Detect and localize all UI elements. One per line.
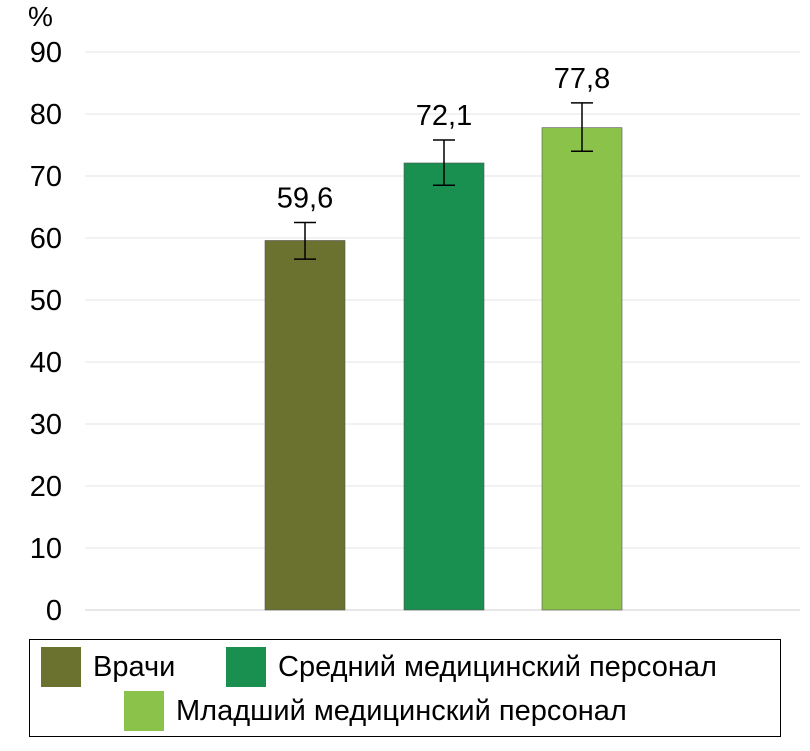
y-tick-label: 10 xyxy=(30,533,62,565)
bar-chart: 0 10 20 30 40 50 60 70 80 90 % 59,6 72,1 77,8 xyxy=(28,1,800,627)
y-tick-label: 0 xyxy=(46,595,62,627)
y-tick-label: 50 xyxy=(30,285,62,317)
legend-swatch-doctors xyxy=(41,647,81,687)
legend-item-mid-staff: Средний медицинский персонал xyxy=(226,647,717,687)
legend-swatch-junior-staff xyxy=(124,691,164,731)
legend-label-doctors: Врачи xyxy=(93,650,176,683)
y-axis-label: % xyxy=(28,1,53,32)
bar xyxy=(264,240,346,611)
y-tick-label: 80 xyxy=(30,99,62,131)
y-tick-label: 30 xyxy=(30,409,62,441)
y-tick-label: 20 xyxy=(30,471,62,503)
bar xyxy=(541,127,623,611)
y-tick-label: 60 xyxy=(30,223,62,255)
y-tick-label: 40 xyxy=(30,347,62,379)
error-bar xyxy=(571,102,593,152)
legend-item-junior-staff: Младший медицинский персонал xyxy=(124,691,627,731)
bars xyxy=(264,127,623,611)
y-tick-label: 70 xyxy=(30,161,62,193)
y-tick-label: 90 xyxy=(30,37,62,69)
error-bars xyxy=(294,102,593,260)
legend: Врачи Средний медицинский персонал Младш… xyxy=(29,639,781,737)
data-label: 59,6 xyxy=(277,183,333,215)
error-bar xyxy=(433,139,455,187)
error-bar xyxy=(294,221,316,260)
data-label: 72,1 xyxy=(416,100,472,132)
legend-swatch-mid-staff xyxy=(226,647,266,687)
legend-label-mid-staff: Средний медицинский персонал xyxy=(278,650,717,683)
data-labels: 59,6 72,1 77,8 xyxy=(277,63,610,215)
y-axis-ticks: 0 10 20 30 40 50 60 70 80 90 xyxy=(30,37,62,627)
bar xyxy=(403,162,485,611)
legend-item-doctors: Врачи xyxy=(41,647,175,687)
legend-label-junior-staff: Младший медицинский персонал xyxy=(176,694,627,727)
data-label: 77,8 xyxy=(554,63,610,95)
